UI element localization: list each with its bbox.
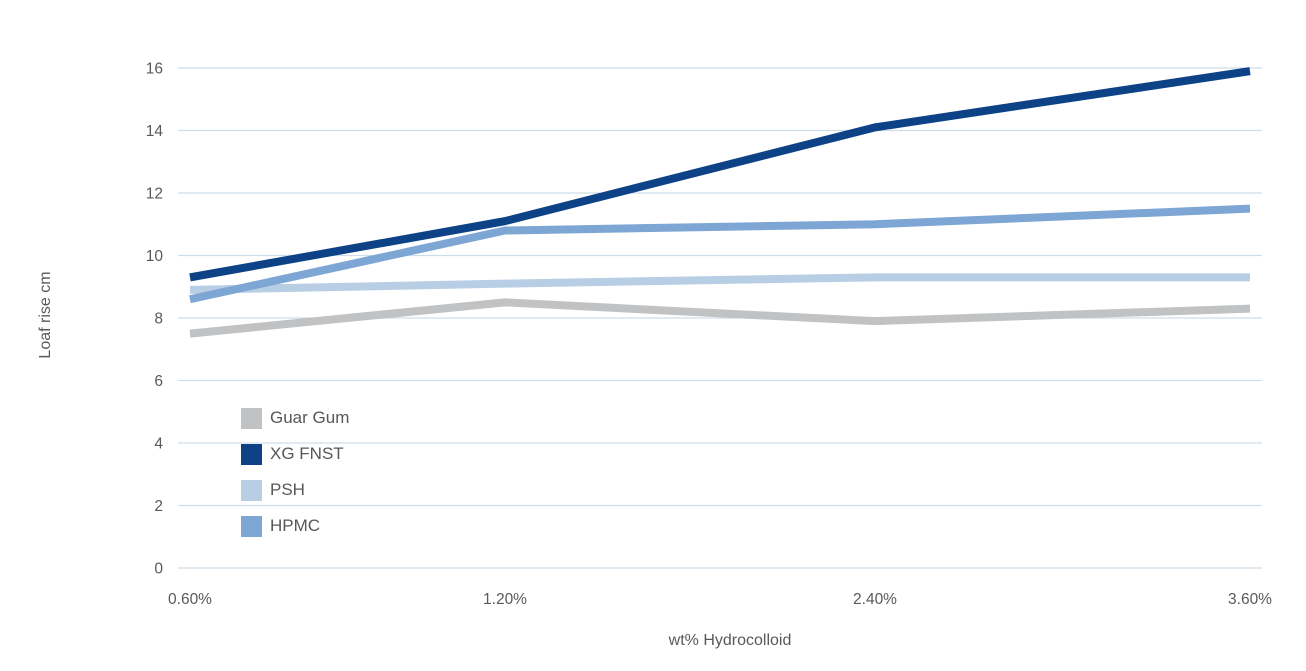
legend-swatch-icon — [241, 479, 262, 501]
legend-item: PSH — [241, 479, 349, 501]
legend-label: XG FNST — [270, 444, 344, 463]
y-axis-title: Loaf rise cm — [37, 271, 54, 359]
x-tick-label: 2.40% — [853, 591, 897, 608]
y-tick-label: 16 — [146, 61, 163, 78]
y-tick-label: 8 — [154, 311, 163, 328]
legend-label: HPMC — [270, 516, 321, 535]
chart-legend: Guar Gum XG FNST PSH HPMC — [241, 407, 349, 551]
y-tick-label: 12 — [146, 186, 163, 203]
y-tick-label: 10 — [146, 248, 164, 265]
legend-label: PSH — [270, 480, 305, 499]
y-tick-label: 14 — [146, 123, 164, 140]
x-tick-label: 0.60% — [168, 591, 212, 608]
legend-swatch-icon — [241, 515, 262, 537]
y-tick-label: 2 — [154, 498, 163, 515]
x-tick-label: 1.20% — [483, 591, 527, 608]
x-axis-title: wt% Hydrocolloid — [668, 632, 792, 649]
y-tick-label: 0 — [154, 561, 163, 578]
legend-swatch-icon — [241, 407, 262, 429]
y-tick-label: 6 — [154, 373, 163, 390]
legend-item: XG FNST — [241, 443, 349, 465]
legend-swatch-icon — [241, 443, 262, 465]
x-tick-label: 3.60% — [1228, 591, 1272, 608]
legend-item: Guar Gum — [241, 407, 349, 429]
legend-item: HPMC — [241, 515, 349, 537]
series-line-hpmc — [189, 204, 1251, 304]
series-line-xg-fnst — [189, 67, 1251, 282]
legend-label: Guar Gum — [270, 408, 350, 427]
series-line-guar-gum — [189, 298, 1251, 338]
series-line-psh — [189, 273, 1250, 294]
y-tick-label: 4 — [154, 436, 163, 453]
